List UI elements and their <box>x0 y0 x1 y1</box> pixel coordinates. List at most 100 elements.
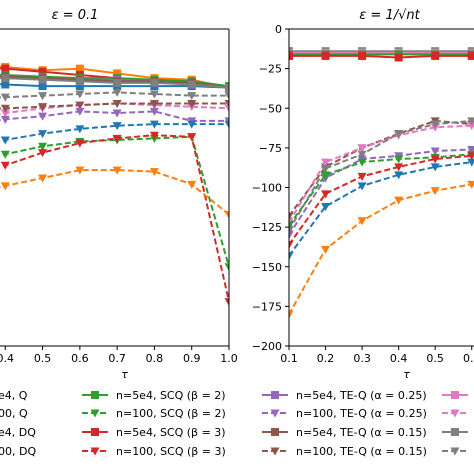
x-tick-label: 0.9 <box>183 352 201 365</box>
legend-entry: n=100, TE-Q (α = 0.15) <box>262 445 427 458</box>
y-tick-label: −75 <box>259 142 282 155</box>
data-point <box>38 92 48 101</box>
legend-entry: n=100, SCQ (β = 3) <box>82 445 226 458</box>
legend-entry: n=5e4, TE-Q (α = 0.15) <box>262 426 427 439</box>
legend-entry: n=10 <box>442 447 468 456</box>
data-point <box>224 120 229 129</box>
series-line-6 <box>0 76 229 89</box>
data-point <box>224 210 229 219</box>
x-tick-label: 0.6 <box>71 352 89 365</box>
legend-marker <box>91 428 99 436</box>
y-tick-label: −200 <box>252 340 282 353</box>
series-line-11 <box>289 182 474 315</box>
data-point <box>224 263 229 272</box>
data-point <box>430 120 440 129</box>
legend-marker <box>270 447 280 456</box>
data-point <box>112 166 122 175</box>
data-point <box>0 104 10 113</box>
data-point <box>289 310 294 319</box>
data-point <box>394 171 404 180</box>
data-point <box>1 74 10 83</box>
data-point <box>112 88 122 97</box>
x-tick-label: 0.2 <box>317 352 335 365</box>
legend-entry: e4, Q <box>0 389 28 402</box>
data-point <box>38 149 48 158</box>
x-tick-label: 0.4 <box>390 352 408 365</box>
data-point <box>187 92 197 101</box>
data-point <box>467 158 474 167</box>
legend-entry: n=5e <box>442 391 468 399</box>
legend-label: e4, Q <box>0 389 28 402</box>
data-point <box>0 182 10 191</box>
data-point <box>38 67 47 76</box>
data-point <box>149 99 159 108</box>
data-point <box>149 131 159 140</box>
data-point <box>75 166 85 175</box>
series-line-9 <box>0 102 229 110</box>
data-point <box>289 252 294 261</box>
legend-label: n=5e4, TE-Q (α = 0.15) <box>296 426 427 439</box>
y-tick-label: −100 <box>252 182 282 195</box>
data-point <box>394 196 404 205</box>
data-point <box>431 51 440 60</box>
data-point <box>357 144 367 153</box>
x-tick-label: 0.6 <box>463 352 474 365</box>
data-point <box>430 147 440 156</box>
data-point <box>38 142 48 151</box>
data-point <box>321 190 331 199</box>
x-tick-label: 0.5 <box>426 352 444 365</box>
series-line-12 <box>0 135 229 268</box>
x-tick-label: 0.3 <box>353 352 371 365</box>
data-point <box>289 51 293 60</box>
legend-label: n=100, SCQ (β = 2) <box>116 407 226 420</box>
legend-entry: 00, Q <box>0 407 28 420</box>
data-point <box>38 174 48 183</box>
data-point <box>225 83 229 92</box>
data-point <box>113 78 122 87</box>
series-line-0 <box>0 65 229 89</box>
data-point <box>149 168 159 177</box>
data-point <box>430 187 440 196</box>
data-point <box>0 109 10 118</box>
left-panel: 0.4 0.5 0.6 0.7 0.8 0.9 1.0 <box>0 28 238 365</box>
right-panel-title: ε = 1/√nt <box>359 8 420 23</box>
legend-marker <box>450 409 460 418</box>
data-point <box>394 53 403 62</box>
data-point <box>112 134 122 143</box>
data-point <box>394 163 404 172</box>
data-point <box>38 82 47 91</box>
legend-entry: n=5e4, SCQ (β = 3) <box>82 426 226 439</box>
legend-marker <box>90 447 100 456</box>
data-point <box>75 82 84 91</box>
legend-entry: n=100, SCQ (β = 2) <box>82 407 226 420</box>
data-point <box>187 133 197 142</box>
data-point <box>289 212 294 221</box>
series-group <box>289 47 474 319</box>
data-point <box>224 92 229 101</box>
data-point <box>113 69 122 78</box>
series-line-2 <box>0 73 229 88</box>
legend-entry: n=100, TE-Q (α = 0.25) <box>262 407 427 420</box>
y-tick-label: −175 <box>252 300 282 313</box>
data-point <box>112 109 122 118</box>
series-line-7 <box>0 91 229 99</box>
data-point <box>75 90 85 99</box>
legend-entry: n=10 <box>442 409 468 418</box>
data-point <box>394 155 404 164</box>
legend-marker <box>451 391 459 399</box>
data-point <box>149 120 159 129</box>
data-point <box>224 104 229 113</box>
data-point <box>0 115 10 124</box>
legend: e4, Q 00, Q e4, DQ 00, DQ n=5e4, SCQ (β = 2)… <box>0 389 468 458</box>
legend-marker <box>90 409 100 418</box>
series-line-14 <box>0 169 229 216</box>
data-point <box>357 182 367 191</box>
series-group <box>0 63 229 307</box>
data-point <box>149 107 159 116</box>
data-point <box>467 180 474 189</box>
data-point <box>224 298 229 307</box>
data-point <box>394 130 404 139</box>
data-point <box>430 155 440 164</box>
data-point <box>75 64 84 73</box>
